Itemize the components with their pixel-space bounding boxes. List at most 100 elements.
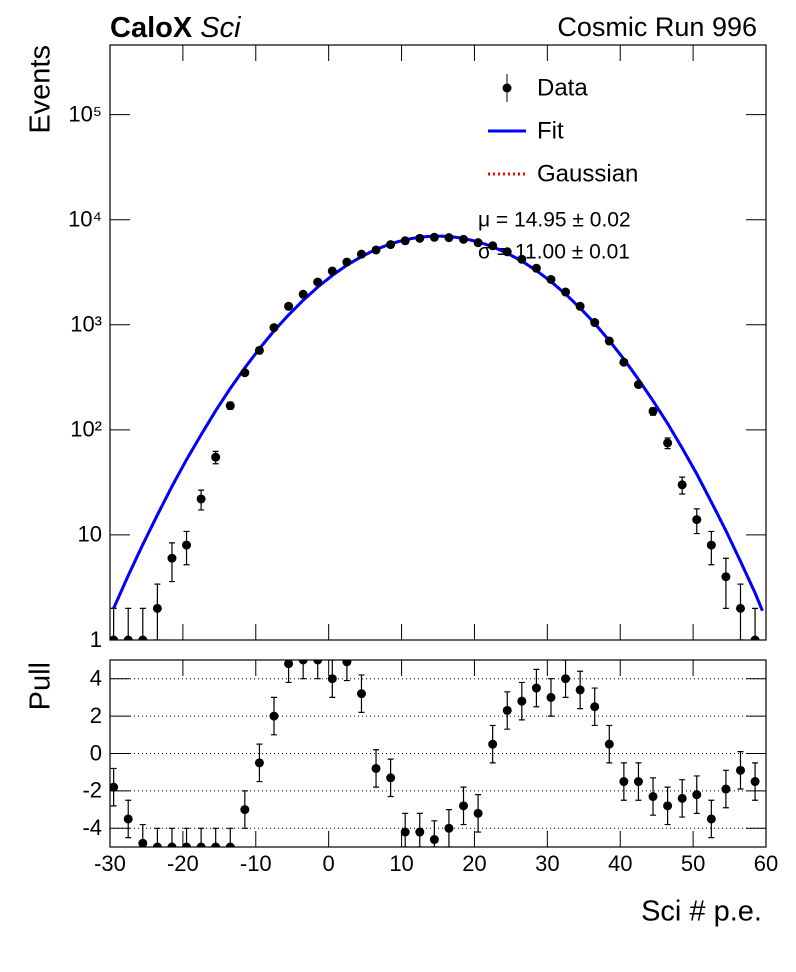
x-tick-label: -30 xyxy=(94,851,126,876)
data-point xyxy=(459,801,469,811)
x-tick-label: 30 xyxy=(535,851,559,876)
legend-label: Gaussian xyxy=(537,160,638,187)
data-point xyxy=(604,336,614,346)
data-point xyxy=(254,758,264,768)
data-point xyxy=(356,689,366,699)
plot-area xyxy=(110,660,760,847)
data-point xyxy=(590,702,600,712)
annotation: σ = 11.00 ± 0.01 xyxy=(478,241,630,264)
y-tick-label: 2 xyxy=(90,703,102,728)
y-tick-label: 10⁵ xyxy=(68,101,102,126)
data-point xyxy=(371,245,381,255)
error-bar xyxy=(722,557,729,609)
fit-line xyxy=(112,234,764,612)
y-axis-title: Pull xyxy=(25,662,57,710)
data-point xyxy=(225,401,235,411)
data-point xyxy=(517,696,527,706)
data-point xyxy=(721,572,731,582)
data-point xyxy=(298,289,308,299)
data-point xyxy=(575,301,585,311)
data-point xyxy=(211,452,221,462)
data-point xyxy=(677,480,687,490)
error-bar xyxy=(110,607,117,640)
subtitle: Sci xyxy=(200,12,242,44)
data-point xyxy=(444,233,454,243)
data-point xyxy=(692,790,702,800)
data-point xyxy=(575,685,585,695)
data-point xyxy=(400,236,410,246)
x-tick-label: 60 xyxy=(754,851,778,876)
data-point xyxy=(619,777,629,787)
x-tick-label: -20 xyxy=(167,851,199,876)
data-point xyxy=(211,842,221,847)
data-point xyxy=(619,357,629,367)
data-point xyxy=(648,792,658,802)
data-point xyxy=(546,274,556,284)
data-point xyxy=(123,814,133,824)
data-point xyxy=(415,827,425,837)
data-point xyxy=(473,808,483,818)
frame xyxy=(109,44,767,641)
y-axis-title: Events xyxy=(25,45,57,134)
data-point xyxy=(735,603,745,613)
data-point xyxy=(429,835,439,845)
data-point xyxy=(386,240,396,250)
error-bar xyxy=(752,607,759,640)
data-point xyxy=(750,635,760,640)
data-point xyxy=(182,540,192,550)
data-point xyxy=(502,247,512,257)
x-tick-label: 50 xyxy=(681,851,705,876)
y-tick-label: 10² xyxy=(70,417,102,442)
data-point xyxy=(750,777,760,787)
y-tick-label: 10⁴ xyxy=(68,207,102,232)
data-point xyxy=(110,635,119,640)
data-point xyxy=(327,674,337,684)
data-point xyxy=(356,249,366,259)
annotation: μ = 14.95 ± 0.02 xyxy=(478,209,631,232)
data-point xyxy=(473,238,483,248)
y-tick-label: 10³ xyxy=(70,312,102,337)
data-point xyxy=(561,674,571,684)
x-tick-label: 10 xyxy=(389,851,413,876)
data-point xyxy=(459,234,469,244)
data-point xyxy=(546,692,556,702)
x-tick-label: 40 xyxy=(608,851,632,876)
data-point xyxy=(196,494,206,504)
data-point xyxy=(663,801,673,811)
data-point xyxy=(517,254,527,264)
data-point xyxy=(663,438,673,448)
data-point xyxy=(182,842,192,847)
data-point xyxy=(167,842,177,847)
y-tick-label: 10 xyxy=(78,522,102,547)
data-point xyxy=(284,660,294,669)
data-point xyxy=(152,603,162,613)
data-point xyxy=(692,515,702,525)
data-point xyxy=(502,705,512,715)
data-point xyxy=(240,805,250,815)
data-point xyxy=(138,635,148,640)
data-point xyxy=(590,318,600,328)
x-tick-label: 0 xyxy=(323,851,335,876)
data-point xyxy=(488,241,498,251)
data-point xyxy=(167,553,177,563)
y-tick-label: 1 xyxy=(90,627,102,652)
plot-area xyxy=(110,232,764,640)
data-point xyxy=(269,711,279,721)
data-point xyxy=(225,842,235,847)
data-point xyxy=(342,257,352,267)
data-point xyxy=(342,660,352,667)
data-point xyxy=(313,277,323,287)
data-point xyxy=(254,345,264,355)
data-point xyxy=(138,838,148,847)
data-point xyxy=(240,368,250,378)
title: CaloX xyxy=(110,12,193,44)
data-point xyxy=(327,266,337,276)
frame xyxy=(109,659,767,848)
data-point xyxy=(400,827,410,837)
data-point xyxy=(531,683,541,693)
data-point xyxy=(152,842,162,847)
data-point xyxy=(677,793,687,803)
data-point xyxy=(298,660,308,665)
data-point xyxy=(284,301,294,311)
data-point xyxy=(633,380,643,390)
